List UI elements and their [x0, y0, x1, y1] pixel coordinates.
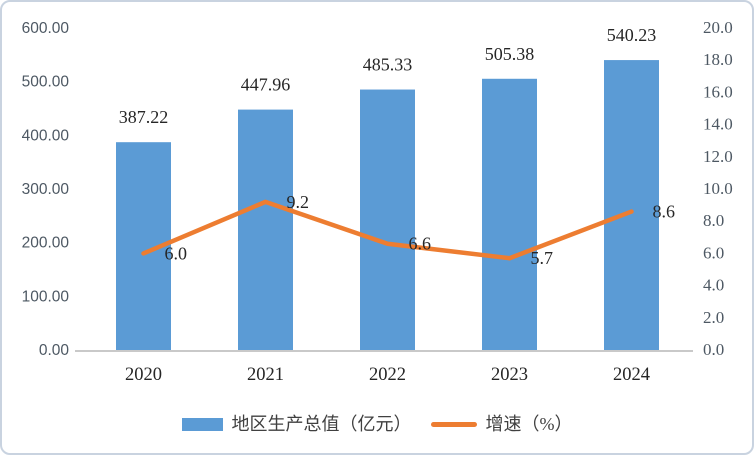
left-axis-tick: 200.00 — [22, 235, 70, 252]
right-axis-tick: 12.0 — [703, 147, 733, 166]
bar-value-label: 540.23 — [607, 25, 657, 45]
line-value-label: 8.6 — [653, 202, 676, 222]
growth-rate-line — [141, 199, 634, 261]
right-axis-tick: 10.0 — [703, 179, 733, 198]
right-axis-tick: 0.0 — [703, 340, 724, 359]
line-value-label: 9.2 — [287, 192, 310, 212]
legend-label-gdp: 地区生产总值（亿元） — [231, 414, 412, 434]
chart-legend: 地区生产总值（亿元） 增速（%） — [2, 410, 752, 438]
right-axis-tick: 20.0 — [703, 18, 733, 37]
bar-value-label: 447.96 — [241, 75, 291, 95]
left-axis-tick: 500.00 — [22, 74, 70, 91]
right-axis-tick: 16.0 — [703, 82, 733, 101]
bar-value-label: 387.22 — [119, 107, 169, 127]
x-axis-label-2020: 2020 — [125, 365, 162, 385]
line-value-label: 5.7 — [531, 248, 554, 268]
line-value-label: 6.6 — [409, 234, 432, 254]
right-axis-tick: 18.0 — [703, 50, 733, 69]
bar-2022 — [360, 89, 415, 351]
right-axis-tick: 14.0 — [703, 115, 733, 134]
left-axis-tick: 600.00 — [22, 20, 70, 37]
bar-2024 — [604, 60, 659, 350]
x-axis-label-2021: 2021 — [247, 365, 284, 385]
x-axis-label-2022: 2022 — [369, 365, 406, 385]
legend-swatch-growth-line — [430, 421, 477, 427]
legend-swatch-gdp-bar — [181, 417, 223, 431]
left-axis-tick: 0.00 — [39, 342, 70, 359]
left-axis-tick: 400.00 — [22, 127, 70, 144]
x-axis-label-2024: 2024 — [613, 365, 650, 385]
right-axis-tick: 6.0 — [703, 243, 724, 262]
x-axis-label-2023: 2023 — [491, 365, 528, 385]
legend-label-growth: 增速（%） — [485, 414, 573, 434]
line-value-label: 6.0 — [165, 243, 188, 263]
left-axis-tick: 300.00 — [22, 181, 70, 198]
right-axis-tick: 8.0 — [703, 211, 724, 230]
bar-2021 — [238, 109, 293, 350]
right-axis-tick: 4.0 — [703, 276, 724, 295]
right-axis-tick: 2.0 — [703, 308, 724, 327]
bar-2023 — [482, 78, 537, 350]
left-axis-tick: 100.00 — [22, 288, 70, 305]
bar-value-label: 485.33 — [363, 55, 413, 75]
bar-value-label: 505.38 — [485, 44, 535, 64]
